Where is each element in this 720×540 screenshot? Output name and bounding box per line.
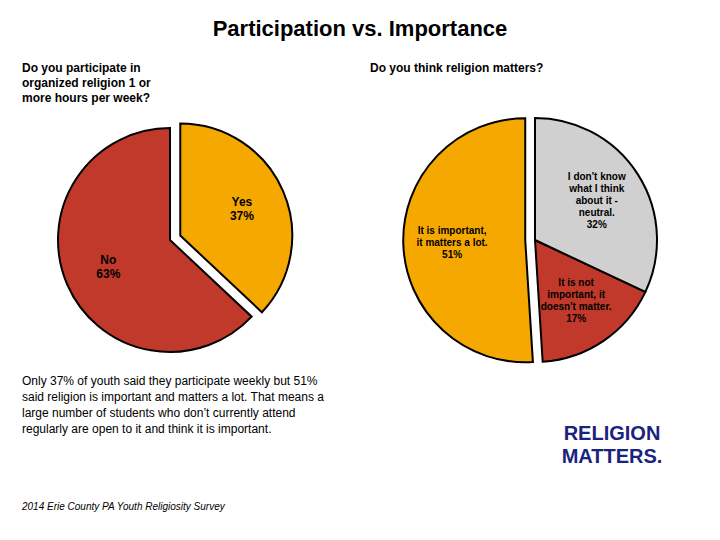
pie-slice bbox=[180, 124, 292, 313]
data-label: 63% bbox=[96, 267, 120, 281]
pie-slice bbox=[403, 118, 533, 362]
pie-title: Do you participate inorganized religion … bbox=[22, 61, 151, 105]
slice-label: No bbox=[100, 253, 116, 267]
slice-label: I don't knowwhat I thinkabout it -neutra… bbox=[568, 171, 626, 218]
chart: Participation vs. Importance Do you parti… bbox=[0, 0, 720, 540]
title: Participation vs. Importance bbox=[213, 16, 508, 41]
data-label: 37% bbox=[230, 209, 254, 223]
body-text: Only 37% of youth said they participate … bbox=[22, 374, 324, 436]
data-label: 32% bbox=[587, 219, 607, 230]
pie-labels: No63% Yes37% bbox=[96, 195, 254, 281]
footnote: 2014 Erie County PA Youth Religiosity Su… bbox=[21, 501, 226, 512]
slice-label: Yes bbox=[232, 195, 253, 209]
pie bbox=[58, 124, 292, 352]
slice-label: It is notimportant, itdoesn't matter. bbox=[541, 277, 612, 312]
pie-slice bbox=[535, 118, 657, 292]
slice-label: It is important,it matters a lot. bbox=[417, 225, 488, 248]
pie-labels: It is important,it matters a lot.51% It i… bbox=[417, 171, 626, 324]
data-label: 51% bbox=[442, 249, 462, 260]
logo-text: RELIGIONMATTERS. bbox=[562, 422, 663, 467]
pie-title: Do you think religion matters? bbox=[370, 61, 543, 75]
pie bbox=[403, 118, 657, 362]
data-label: 17% bbox=[566, 313, 586, 324]
